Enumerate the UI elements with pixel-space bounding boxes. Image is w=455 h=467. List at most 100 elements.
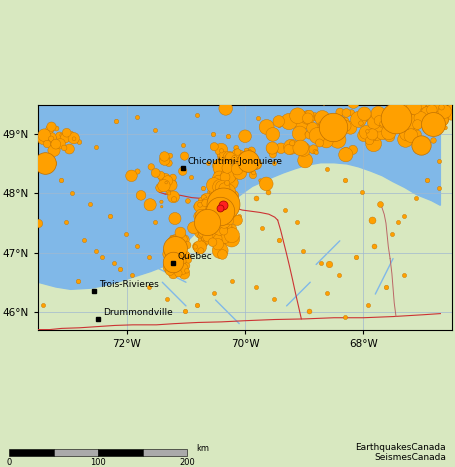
Point xyxy=(212,188,219,196)
Point xyxy=(197,222,204,229)
Point xyxy=(451,99,455,107)
Point xyxy=(48,140,55,148)
Point xyxy=(160,174,167,182)
Point xyxy=(40,159,48,166)
Point xyxy=(224,180,232,187)
Point xyxy=(216,194,223,201)
Point xyxy=(298,112,305,120)
Point xyxy=(204,233,212,241)
Point xyxy=(369,134,377,142)
Point xyxy=(173,246,181,253)
Point xyxy=(76,138,83,146)
Point xyxy=(197,203,204,210)
Point xyxy=(217,164,224,172)
Point xyxy=(306,131,313,139)
Point xyxy=(323,289,330,297)
Point xyxy=(158,203,165,211)
Point xyxy=(179,235,186,243)
Point xyxy=(300,146,307,153)
Point xyxy=(63,129,71,136)
Point xyxy=(410,103,418,111)
Point xyxy=(75,277,82,285)
Point xyxy=(440,116,447,124)
Point xyxy=(422,112,429,120)
Point xyxy=(364,127,371,135)
Point xyxy=(342,149,349,156)
Point xyxy=(333,115,340,123)
Point xyxy=(202,208,209,216)
Point xyxy=(202,211,210,219)
Point xyxy=(98,254,106,261)
Bar xyxy=(54,449,98,456)
Point xyxy=(147,199,155,207)
Point xyxy=(392,114,399,121)
Point xyxy=(198,230,206,238)
Point xyxy=(418,141,425,149)
Point xyxy=(205,208,212,215)
Point xyxy=(210,177,217,184)
Point xyxy=(299,248,307,255)
Point xyxy=(228,225,236,233)
Point xyxy=(169,263,177,271)
Point xyxy=(175,243,182,251)
Point xyxy=(210,182,217,189)
Point xyxy=(219,202,226,209)
Point xyxy=(222,173,229,181)
Point xyxy=(181,307,188,314)
Point xyxy=(41,159,49,166)
Point xyxy=(296,130,303,137)
Point xyxy=(212,231,219,239)
Point xyxy=(407,132,415,139)
Point xyxy=(242,133,249,140)
Point xyxy=(152,169,159,177)
Point xyxy=(169,258,177,265)
Point xyxy=(318,114,326,122)
Point xyxy=(313,132,321,139)
Point xyxy=(217,184,224,191)
Point xyxy=(173,257,180,265)
Point xyxy=(435,115,442,122)
Point xyxy=(179,168,187,175)
Point xyxy=(373,129,380,136)
Point xyxy=(406,113,414,120)
Point xyxy=(52,141,60,148)
Point xyxy=(86,200,94,208)
Point xyxy=(246,148,253,155)
Point xyxy=(223,165,230,173)
Point xyxy=(263,123,270,131)
Point xyxy=(193,301,200,309)
Point xyxy=(202,199,209,207)
Point xyxy=(342,123,349,131)
Point xyxy=(218,189,226,196)
Point xyxy=(228,195,235,202)
Bar xyxy=(98,449,142,456)
Point xyxy=(231,155,238,162)
Point xyxy=(219,217,226,225)
Point xyxy=(174,253,181,260)
Point xyxy=(211,196,218,203)
Point xyxy=(263,180,270,188)
Point xyxy=(177,239,184,246)
Point xyxy=(169,252,176,260)
Point xyxy=(400,271,407,279)
Point xyxy=(248,147,255,155)
Point xyxy=(215,190,222,198)
Point xyxy=(253,161,260,168)
Point xyxy=(253,158,260,166)
Point xyxy=(225,193,233,201)
Point xyxy=(223,179,231,187)
Point xyxy=(35,219,42,227)
Point xyxy=(324,127,331,134)
Point xyxy=(157,184,164,191)
Point xyxy=(152,218,159,226)
Point xyxy=(220,184,228,191)
Point xyxy=(198,205,205,212)
Point xyxy=(414,121,421,128)
Point xyxy=(165,263,172,271)
Point xyxy=(220,227,228,234)
Point xyxy=(221,218,228,226)
Point xyxy=(215,177,222,184)
Point xyxy=(363,128,370,136)
Point xyxy=(200,226,207,234)
Point xyxy=(439,116,446,124)
